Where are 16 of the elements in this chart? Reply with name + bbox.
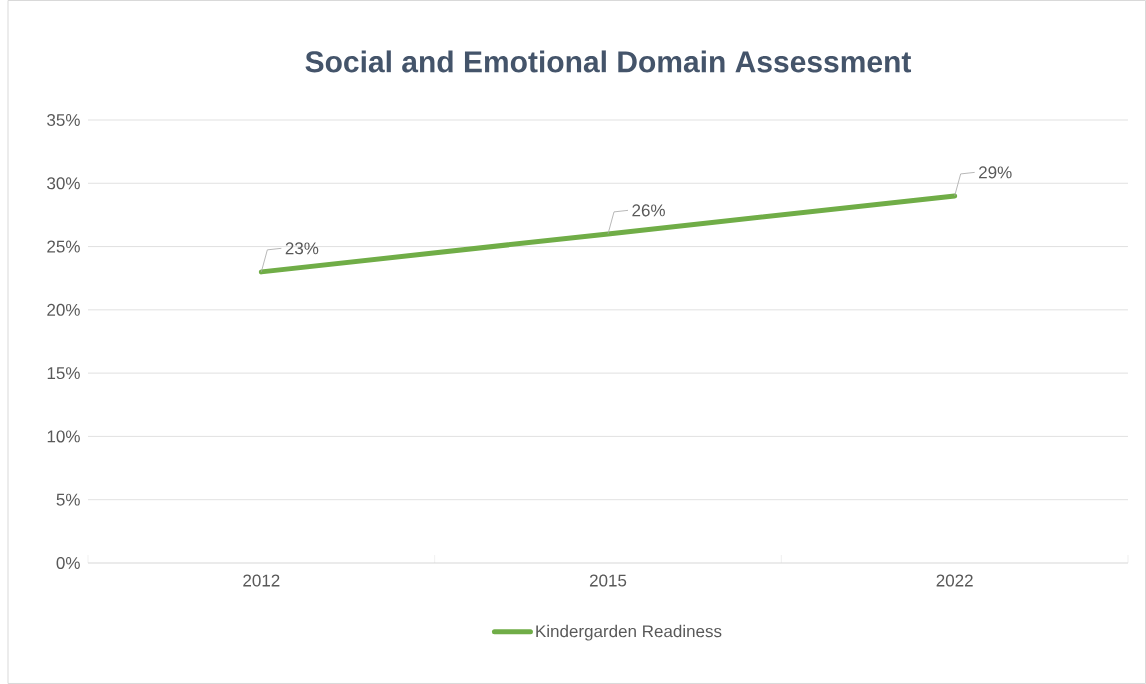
y-tick-label: 10% xyxy=(47,430,80,443)
y-tick-label: 25% xyxy=(47,240,80,253)
data-label: 29% xyxy=(979,166,1012,179)
y-tick-label: 5% xyxy=(56,493,80,506)
legend-label: Kindergarden Readiness xyxy=(536,624,722,641)
x-tick-label: 2015 xyxy=(589,574,627,587)
x-tick-label: 2012 xyxy=(243,574,280,587)
x-tick-label: 2022 xyxy=(936,574,973,587)
data-label: 26% xyxy=(632,204,665,217)
y-tick-label: 20% xyxy=(47,303,80,316)
y-tick-label: 0% xyxy=(56,556,80,570)
data-label: 23% xyxy=(285,242,319,255)
y-tick-label: 15% xyxy=(47,367,80,380)
chart-title: Social and Emotional Domain Assessment xyxy=(305,50,912,73)
y-tick-label: 30% xyxy=(47,177,80,190)
y-tick-label: 35% xyxy=(47,113,80,127)
